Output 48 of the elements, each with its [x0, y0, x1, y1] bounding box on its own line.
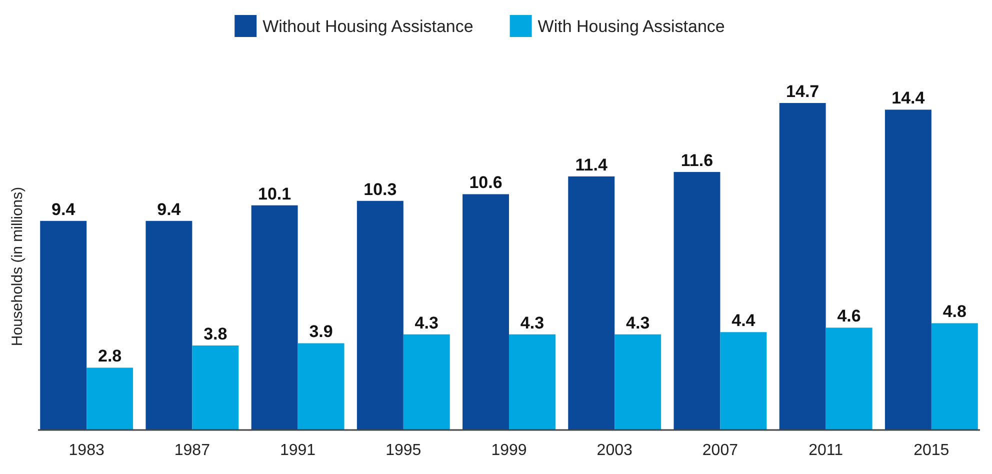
- x-tick-label: 2003: [596, 442, 633, 459]
- bar: [192, 345, 239, 430]
- data-label: 10.1: [258, 184, 292, 204]
- bar: [720, 332, 767, 430]
- bar: [509, 334, 556, 430]
- legend-label: With Housing Assistance: [538, 17, 725, 36]
- data-label: 4.8: [942, 302, 966, 322]
- bar: [356, 200, 404, 430]
- x-tick-label: 1991: [280, 442, 316, 459]
- data-label: 3.9: [309, 322, 333, 342]
- data-label: 4.3: [414, 313, 438, 332]
- data-label: 3.8: [204, 324, 228, 344]
- bar: [931, 323, 978, 430]
- data-label: 4.4: [732, 311, 756, 330]
- data-label: 10.3: [364, 180, 397, 199]
- bar: [86, 368, 134, 430]
- data-label: 4.3: [626, 313, 650, 332]
- x-tick-label: 1987: [174, 442, 210, 459]
- bar: [884, 110, 932, 430]
- data-label: 14.4: [892, 88, 926, 108]
- bar: [40, 220, 87, 430]
- data-label: 4.3: [520, 313, 544, 332]
- x-tick-label: 2007: [702, 442, 738, 459]
- data-label: 9.4: [157, 200, 182, 219]
- data-label: 4.6: [837, 306, 861, 326]
- bar: [251, 205, 298, 430]
- legend-label: Without Housing Assistance: [262, 17, 474, 36]
- data-label: 11.6: [680, 150, 714, 170]
- x-tick-label: 1999: [491, 442, 527, 459]
- bar: [674, 172, 720, 430]
- x-tick-label: 2015: [914, 442, 950, 459]
- x-tick-label: 1995: [386, 442, 422, 459]
- data-label: 9.4: [52, 200, 76, 219]
- x-tick-label: 2011: [808, 442, 844, 459]
- data-label: 14.7: [786, 82, 820, 101]
- data-label: 2.8: [98, 346, 122, 366]
- data-label: 10.6: [469, 173, 502, 192]
- bar: [298, 343, 344, 430]
- bar: [826, 328, 872, 430]
- bar: [614, 334, 662, 430]
- y-axis-title: Households (in millions): [9, 186, 26, 346]
- bar: [462, 194, 509, 430]
- x-tick-label: 1983: [68, 442, 104, 459]
- bar: [568, 176, 615, 430]
- bar: [403, 334, 450, 430]
- bar: [779, 103, 826, 430]
- data-label: 11.4: [575, 155, 608, 174]
- bar: [146, 220, 192, 430]
